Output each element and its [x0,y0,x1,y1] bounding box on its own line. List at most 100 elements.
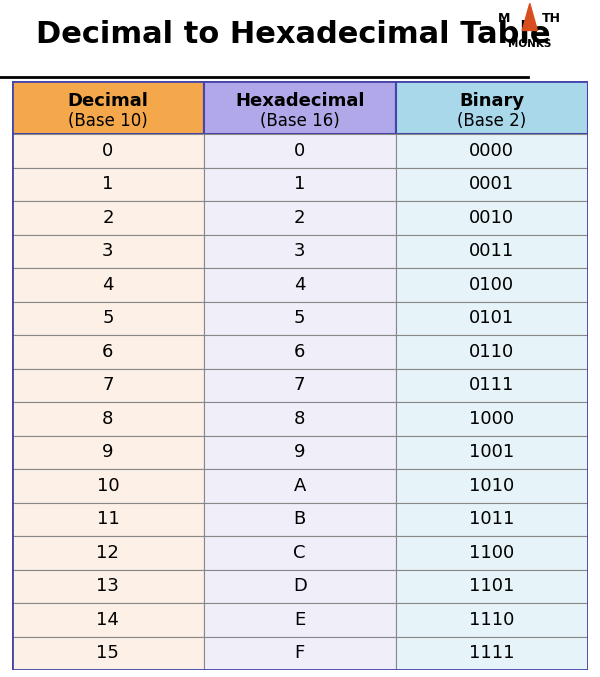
Text: 1: 1 [294,175,305,194]
FancyBboxPatch shape [204,134,395,168]
FancyBboxPatch shape [204,335,395,369]
Text: 1100: 1100 [469,544,514,562]
Text: 3: 3 [294,242,305,261]
FancyBboxPatch shape [12,536,204,570]
FancyBboxPatch shape [204,268,395,302]
Text: Decimal: Decimal [67,91,148,110]
Text: 1000: 1000 [469,410,514,428]
Text: Hexadecimal: Hexadecimal [235,91,364,110]
FancyBboxPatch shape [12,402,204,436]
Text: F: F [295,645,305,663]
FancyBboxPatch shape [395,81,588,134]
Text: 13: 13 [97,577,119,596]
Text: 0011: 0011 [469,242,514,261]
FancyBboxPatch shape [395,168,588,201]
Text: 6: 6 [102,343,113,361]
Text: B: B [293,510,306,529]
Text: 0100: 0100 [469,276,514,294]
FancyBboxPatch shape [395,570,588,603]
Text: 1110: 1110 [469,611,514,629]
Text: A: A [293,477,306,495]
Text: (Base 10): (Base 10) [68,112,148,130]
Text: D: D [293,577,307,596]
Text: 7: 7 [294,376,305,395]
Text: 9: 9 [294,443,305,462]
Text: 0101: 0101 [469,309,514,328]
FancyBboxPatch shape [12,168,204,201]
Text: 11: 11 [97,510,119,529]
Text: 8: 8 [294,410,305,428]
FancyBboxPatch shape [395,436,588,469]
FancyBboxPatch shape [12,302,204,335]
Text: Binary: Binary [459,91,524,110]
FancyBboxPatch shape [395,302,588,335]
Text: 4: 4 [294,276,305,294]
FancyBboxPatch shape [395,603,588,637]
FancyBboxPatch shape [204,168,395,201]
Text: C: C [293,544,306,562]
FancyBboxPatch shape [395,369,588,402]
Text: 0001: 0001 [469,175,514,194]
FancyBboxPatch shape [204,201,395,235]
FancyBboxPatch shape [204,235,395,268]
Text: 9: 9 [102,443,113,462]
FancyBboxPatch shape [12,335,204,369]
FancyBboxPatch shape [204,436,395,469]
Text: 8: 8 [102,410,113,428]
Text: 6: 6 [294,343,305,361]
FancyBboxPatch shape [12,469,204,503]
FancyBboxPatch shape [395,637,588,670]
Text: (Base 16): (Base 16) [260,112,340,130]
Text: 0: 0 [294,142,305,160]
FancyBboxPatch shape [395,201,588,235]
Text: TH: TH [542,12,560,25]
Text: 3: 3 [102,242,113,261]
FancyBboxPatch shape [395,503,588,536]
Text: 0010: 0010 [469,209,514,227]
Text: 4: 4 [102,276,113,294]
Text: Decimal to Hexadecimal Table: Decimal to Hexadecimal Table [36,20,551,49]
FancyBboxPatch shape [395,402,588,436]
Text: 5: 5 [294,309,305,328]
FancyBboxPatch shape [12,268,204,302]
Text: M: M [497,12,510,25]
FancyBboxPatch shape [204,603,395,637]
Text: 15: 15 [97,645,119,663]
Text: 12: 12 [97,544,119,562]
Text: 2: 2 [102,209,113,227]
FancyBboxPatch shape [395,235,588,268]
FancyBboxPatch shape [12,235,204,268]
FancyBboxPatch shape [395,134,588,168]
Text: 2: 2 [294,209,305,227]
FancyBboxPatch shape [12,81,204,134]
FancyBboxPatch shape [395,335,588,369]
FancyBboxPatch shape [204,469,395,503]
Text: 0: 0 [102,142,113,160]
Text: 14: 14 [97,611,119,629]
FancyBboxPatch shape [12,570,204,603]
FancyBboxPatch shape [204,570,395,603]
Text: 1001: 1001 [469,443,514,462]
Text: 1010: 1010 [469,477,514,495]
FancyBboxPatch shape [12,436,204,469]
FancyBboxPatch shape [12,134,204,168]
Text: MONKS: MONKS [508,39,551,49]
FancyBboxPatch shape [12,369,204,402]
FancyBboxPatch shape [204,503,395,536]
Text: 0110: 0110 [469,343,514,361]
Text: 0000: 0000 [469,142,514,160]
FancyBboxPatch shape [204,637,395,670]
FancyBboxPatch shape [204,369,395,402]
Text: 1101: 1101 [469,577,514,596]
FancyBboxPatch shape [204,302,395,335]
FancyBboxPatch shape [12,201,204,235]
FancyBboxPatch shape [204,81,395,134]
FancyBboxPatch shape [395,268,588,302]
FancyBboxPatch shape [204,536,395,570]
FancyBboxPatch shape [395,536,588,570]
Text: 1: 1 [102,175,113,194]
Text: E: E [294,611,305,629]
Text: 0111: 0111 [469,376,514,395]
FancyBboxPatch shape [12,503,204,536]
Text: 1011: 1011 [469,510,514,529]
